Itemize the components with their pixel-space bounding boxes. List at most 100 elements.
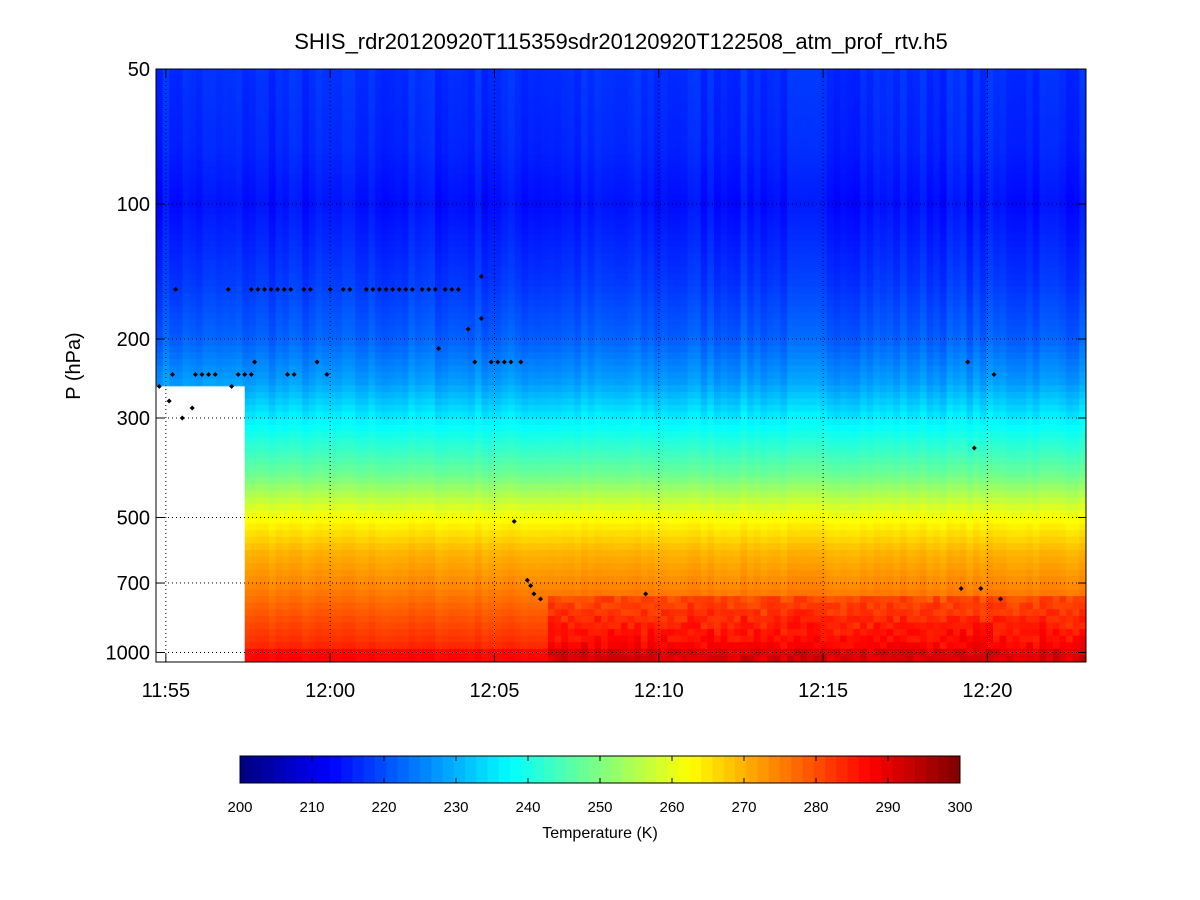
heatmap-cell bbox=[448, 352, 456, 360]
heatmap-cell bbox=[361, 372, 370, 380]
heatmap-cell bbox=[182, 108, 190, 116]
heatmap-cell bbox=[335, 253, 343, 261]
heatmap-cell bbox=[454, 510, 463, 518]
heatmap-cell bbox=[481, 648, 489, 657]
heatmap-cell bbox=[335, 510, 343, 518]
heatmap-cell bbox=[435, 358, 443, 367]
heatmap-cell bbox=[242, 345, 250, 353]
heatmap-cell bbox=[295, 530, 303, 538]
heatmap-cell bbox=[355, 148, 363, 156]
heatmap-cell bbox=[494, 233, 503, 241]
heatmap-cell bbox=[501, 365, 509, 373]
heatmap-cell bbox=[229, 306, 237, 314]
heatmap-cell bbox=[421, 121, 429, 129]
heatmap-cell bbox=[461, 75, 469, 83]
heatmap-cell bbox=[514, 563, 522, 571]
heatmap-cell bbox=[275, 167, 283, 176]
heatmap-cell bbox=[368, 484, 376, 492]
heatmap-cell bbox=[521, 240, 529, 248]
heatmap-cell bbox=[395, 378, 403, 386]
heatmap-cell bbox=[501, 385, 509, 393]
heatmap-cell bbox=[268, 213, 277, 222]
heatmap-cell bbox=[421, 451, 429, 459]
heatmap-cell bbox=[268, 470, 277, 479]
heatmap-cell bbox=[521, 246, 529, 255]
heatmap-cell bbox=[348, 510, 356, 518]
heatmap-cell bbox=[342, 246, 350, 255]
heatmap-cell bbox=[415, 260, 423, 268]
heatmap-cell bbox=[348, 266, 356, 274]
heatmap-cell bbox=[461, 299, 469, 307]
heatmap-cell bbox=[415, 418, 423, 426]
heatmap-cell bbox=[335, 167, 343, 176]
heatmap-cell bbox=[488, 556, 496, 564]
heatmap-cell bbox=[494, 352, 503, 360]
heatmap-cell bbox=[388, 609, 396, 617]
heatmap-cell bbox=[375, 233, 383, 241]
heatmap-cell bbox=[361, 490, 370, 498]
heatmap-cell bbox=[328, 161, 336, 169]
heatmap-cell bbox=[395, 503, 403, 512]
heatmap-cell bbox=[481, 615, 489, 624]
heatmap-cell bbox=[501, 115, 509, 123]
heatmap-cell bbox=[488, 352, 496, 360]
heatmap-cell bbox=[521, 69, 529, 77]
heatmap-cell bbox=[435, 187, 443, 195]
heatmap-cell bbox=[428, 227, 436, 235]
heatmap-cell bbox=[169, 75, 177, 83]
heatmap-cell bbox=[415, 405, 423, 413]
heatmap-cell bbox=[501, 187, 509, 195]
heatmap-cell bbox=[468, 464, 476, 472]
heatmap-cell bbox=[395, 345, 403, 353]
heatmap-cell bbox=[381, 615, 390, 624]
heatmap-cell bbox=[401, 405, 410, 413]
heatmap-cell bbox=[401, 306, 410, 314]
heatmap-cell bbox=[361, 75, 370, 83]
heatmap-cell bbox=[494, 549, 503, 558]
heatmap-cell bbox=[401, 589, 410, 597]
heatmap-cell bbox=[481, 187, 489, 195]
heatmap-cell bbox=[268, 220, 277, 228]
heatmap-cell bbox=[275, 596, 283, 604]
heatmap-cell bbox=[202, 227, 210, 235]
heatmap-cell bbox=[428, 642, 436, 650]
heatmap-cell bbox=[215, 358, 224, 367]
heatmap-cell bbox=[255, 523, 263, 531]
heatmap-cell bbox=[448, 470, 456, 479]
heatmap-cell bbox=[368, 207, 376, 215]
heatmap-cell bbox=[395, 181, 403, 189]
heatmap-cell bbox=[375, 75, 383, 83]
heatmap-cell bbox=[401, 352, 410, 360]
heatmap-cell bbox=[169, 273, 177, 281]
heatmap-cell bbox=[474, 464, 483, 472]
heatmap-cell bbox=[262, 332, 270, 340]
heatmap-cell bbox=[454, 227, 463, 235]
heatmap-cell bbox=[288, 642, 297, 650]
heatmap-cell bbox=[215, 266, 224, 274]
heatmap-cell bbox=[342, 194, 350, 202]
heatmap-cell bbox=[262, 240, 270, 248]
heatmap-cell bbox=[342, 213, 350, 222]
heatmap-cell bbox=[481, 642, 489, 650]
heatmap-cell bbox=[415, 569, 423, 577]
heatmap-cell bbox=[521, 293, 529, 301]
heatmap-cell bbox=[328, 293, 336, 301]
heatmap-cell bbox=[262, 161, 270, 169]
heatmap-cell bbox=[222, 306, 230, 314]
heatmap-cell bbox=[441, 622, 449, 630]
heatmap-cell bbox=[481, 510, 489, 518]
heatmap-cell bbox=[249, 312, 257, 320]
heatmap-cell bbox=[421, 484, 429, 492]
heatmap-cell bbox=[395, 167, 403, 176]
heatmap-cell bbox=[315, 181, 323, 189]
heatmap-cell bbox=[468, 589, 476, 597]
heatmap-cell bbox=[415, 523, 423, 531]
heatmap-cell bbox=[322, 635, 330, 643]
heatmap-cell bbox=[235, 69, 243, 77]
heatmap-cell bbox=[368, 69, 376, 77]
heatmap-cell bbox=[335, 220, 343, 228]
heatmap-cell bbox=[468, 418, 476, 426]
heatmap-cell bbox=[388, 602, 396, 610]
heatmap-cell bbox=[421, 181, 429, 189]
heatmap-cell bbox=[508, 451, 516, 459]
